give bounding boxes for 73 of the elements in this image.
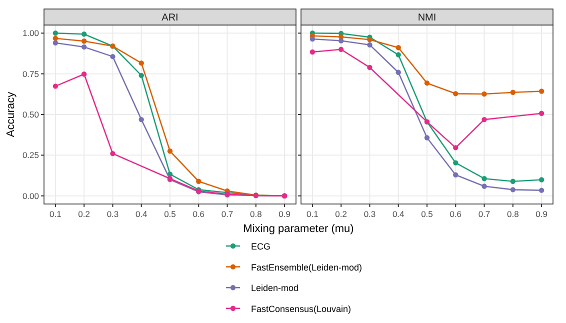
point xyxy=(52,84,58,89)
y-tick-label: 0.00 xyxy=(22,190,40,201)
point xyxy=(138,60,144,66)
point xyxy=(310,36,316,42)
point xyxy=(453,91,458,96)
chart-title: ARI xyxy=(162,12,178,24)
point xyxy=(538,188,544,193)
x-tick-label: 0.1 xyxy=(50,209,62,219)
point xyxy=(110,150,116,156)
x-tick-label: 0.4 xyxy=(135,209,148,219)
y-tick-label: 0.25 xyxy=(22,150,40,160)
point xyxy=(482,176,487,182)
point xyxy=(52,30,58,36)
point xyxy=(424,80,430,86)
point xyxy=(110,54,116,60)
point xyxy=(138,116,144,122)
x-tick-label: 0.1 xyxy=(306,209,319,219)
x-tick-label: 0.7 xyxy=(221,209,234,219)
point xyxy=(424,135,430,140)
x-tick-label: 0.9 xyxy=(536,209,548,219)
point xyxy=(196,178,202,184)
point xyxy=(538,88,544,94)
point xyxy=(396,45,401,50)
legend-label: Leiden-mod xyxy=(251,283,299,294)
x-tick-label: 0.8 xyxy=(506,209,520,219)
x-tick-label: 0.2 xyxy=(335,209,348,219)
point xyxy=(81,72,87,77)
point xyxy=(538,177,544,182)
point xyxy=(510,90,516,95)
x-tick-label: 0.5 xyxy=(164,209,176,219)
point xyxy=(52,36,58,41)
point xyxy=(367,64,372,70)
point xyxy=(510,187,516,192)
point xyxy=(482,184,487,189)
x-axis-title: Mixing parameter (mu) xyxy=(243,223,354,235)
x-tick-label: 0.9 xyxy=(278,209,291,219)
point xyxy=(367,37,372,42)
x-tick-label: 0.4 xyxy=(392,209,405,219)
y-tick-label: 0.75 xyxy=(22,68,40,79)
point xyxy=(396,52,401,58)
legend-label: FastEnsemble(Leiden-mod) xyxy=(251,262,362,272)
point xyxy=(482,91,487,97)
point xyxy=(138,72,144,78)
x-tick-label: 0.6 xyxy=(450,209,462,219)
y-axis-title: Accuracy xyxy=(5,91,17,138)
point xyxy=(367,42,372,48)
x-tick-label: 0.8 xyxy=(250,209,262,219)
x-tick-label: 0.5 xyxy=(421,209,434,219)
point xyxy=(510,178,516,184)
point xyxy=(338,46,344,52)
point xyxy=(453,145,458,150)
point xyxy=(482,116,487,122)
point xyxy=(167,148,173,154)
y-tick-label: 1.00 xyxy=(22,28,40,38)
point xyxy=(81,32,87,37)
point xyxy=(453,160,458,166)
chart-title: NMI xyxy=(418,12,436,24)
y-tick-label: 0.50 xyxy=(22,110,40,120)
legend-label: ECG xyxy=(251,242,271,252)
point xyxy=(338,38,344,44)
point xyxy=(310,49,316,55)
x-tick-label: 0.6 xyxy=(192,209,205,219)
point xyxy=(52,40,58,46)
point xyxy=(538,110,544,116)
legend-label: FastConsensus(Louvain) xyxy=(251,304,352,314)
x-tick-label: 0.3 xyxy=(106,209,119,219)
x-tick-label: 0.2 xyxy=(78,209,90,219)
point xyxy=(81,38,87,44)
point xyxy=(453,172,458,178)
point xyxy=(81,44,87,50)
point xyxy=(396,70,401,75)
x-tick-label: 0.3 xyxy=(364,209,376,219)
x-tick-label: 0.7 xyxy=(478,209,490,219)
